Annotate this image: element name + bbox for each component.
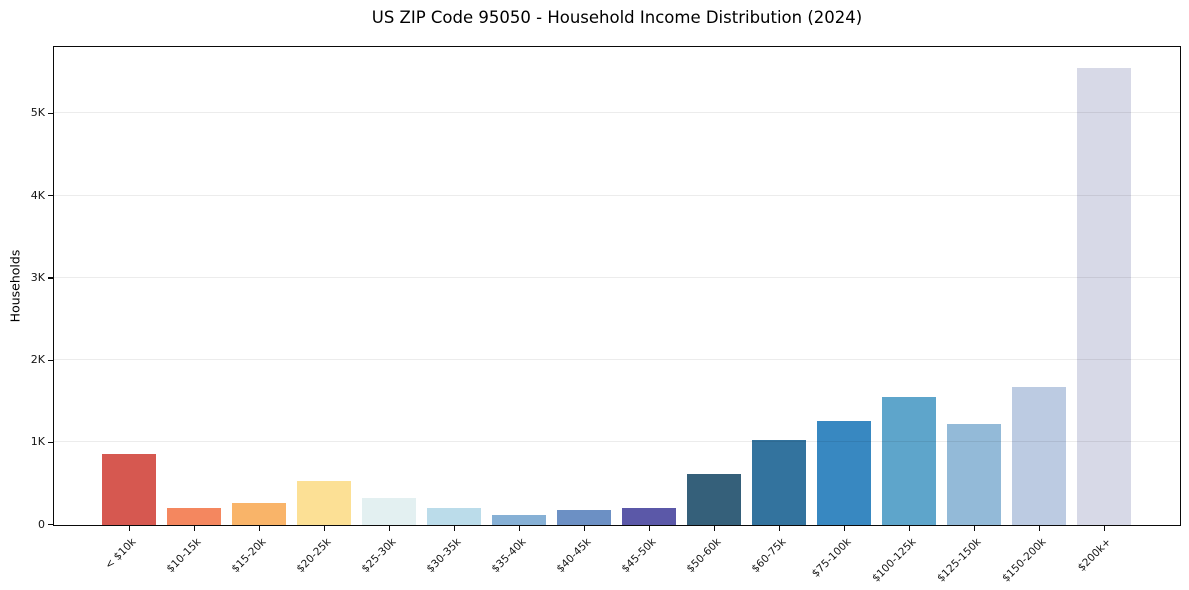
y-tick-label: 1K	[30, 435, 45, 449]
x-tick-mark	[259, 526, 261, 531]
chart-title: US ZIP Code 95050 - Household Income Dis…	[371, 8, 863, 27]
gridline-3K	[54, 276, 1180, 278]
x-tick-mark	[779, 526, 781, 531]
y-tick-label: 2K	[30, 353, 45, 367]
plot-canvas	[54, 47, 1180, 525]
x-tick-mark	[519, 526, 521, 531]
y-tick-label: 4K	[30, 188, 45, 202]
bar-$50-60k	[687, 474, 741, 525]
bar-$30-35k	[427, 508, 481, 525]
plot-area	[53, 46, 1181, 526]
gridline-4K	[54, 194, 1180, 196]
y-tick-mark	[48, 359, 53, 361]
y-tick-mark	[48, 112, 53, 115]
bar-< $10k	[102, 454, 156, 525]
bar-$40-45k	[557, 510, 611, 525]
x-tick-mark	[324, 526, 326, 531]
gridline-2K	[54, 359, 1180, 361]
y-tick-label: 0	[38, 517, 45, 531]
x-tick-mark	[1039, 526, 1041, 531]
y-tick-label: 3K	[30, 270, 45, 284]
bar-$60-75k	[752, 440, 806, 525]
bar-$45-50k	[622, 508, 676, 525]
y-tick-mark	[48, 195, 53, 197]
bar-$25-30k	[362, 497, 416, 525]
x-tick-mark	[389, 526, 391, 531]
y-tick-mark	[48, 441, 53, 444]
bar-$100-125k	[882, 397, 936, 525]
y-tick-mark	[48, 524, 53, 526]
x-tick-mark	[909, 526, 911, 531]
x-tick-mark	[1104, 526, 1106, 531]
x-tick-mark	[194, 526, 196, 531]
gridline-5K	[54, 112, 1180, 114]
x-tick-mark	[454, 526, 456, 531]
x-tick-mark	[129, 526, 131, 531]
y-axis-label: Households	[7, 249, 23, 323]
gridline-1K	[54, 441, 1180, 443]
bar-$15-20k	[232, 502, 286, 525]
x-tick-mark	[584, 526, 586, 531]
x-tick-label: < $10k	[102, 536, 138, 572]
bar-$20-25k	[297, 480, 351, 525]
x-tick-mark	[714, 526, 716, 531]
bar-$10-15k	[167, 507, 221, 525]
y-tick-mark	[48, 277, 53, 279]
x-tick-mark	[649, 526, 651, 531]
y-tick-label: 5K	[30, 106, 45, 120]
x-tick-mark	[844, 526, 846, 531]
bar-$125-150k	[947, 423, 1001, 525]
bar-$150-200k	[1012, 387, 1066, 525]
bar-$75-100k	[817, 420, 871, 525]
bar-$35-40k	[492, 514, 546, 525]
x-tick-mark	[974, 526, 976, 531]
bar-$200k+	[1077, 68, 1131, 525]
